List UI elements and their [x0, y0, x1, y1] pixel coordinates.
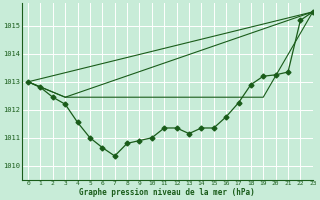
X-axis label: Graphe pression niveau de la mer (hPa): Graphe pression niveau de la mer (hPa) [79, 188, 255, 197]
